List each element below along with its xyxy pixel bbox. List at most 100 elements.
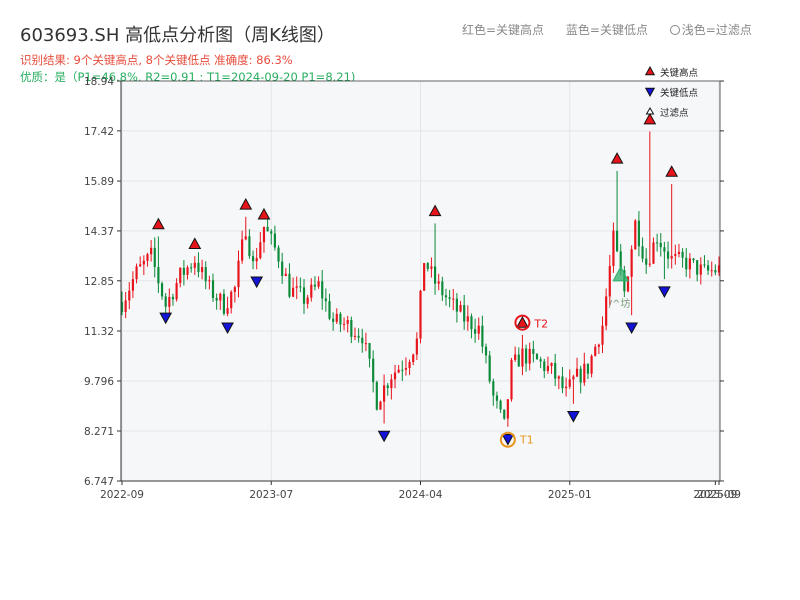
candle-body [714, 270, 717, 273]
candle-body [474, 329, 477, 334]
candle-body [372, 358, 375, 383]
candle-body [339, 313, 342, 325]
candle-body [248, 236, 251, 257]
candle-body [645, 258, 648, 265]
y-tick-label: 6.747 [84, 476, 114, 488]
key-low-marker [377, 430, 391, 443]
candle-body [619, 251, 622, 271]
key-high-marker [428, 204, 442, 217]
candle-body [717, 265, 721, 273]
candle-body [211, 280, 215, 298]
inline-label: /^坊 [609, 297, 631, 310]
candle-body [120, 302, 124, 312]
candle-body [524, 348, 528, 364]
candle-body [393, 372, 397, 380]
candle-body [557, 376, 560, 379]
candle-body [277, 247, 280, 262]
candle-body [164, 296, 167, 307]
candle-body [251, 256, 255, 262]
candle-body [219, 293, 222, 301]
candle-body [415, 338, 418, 355]
key-high-marker [152, 217, 165, 230]
candle-body [244, 236, 247, 240]
candle-body [484, 346, 488, 356]
candle-body [692, 258, 695, 261]
candle-body [292, 287, 295, 297]
candle-body [150, 247, 153, 255]
candle-body [572, 376, 575, 380]
candle-body [361, 337, 364, 344]
candle-body [390, 379, 393, 389]
x-tick-label-overlap: 2025-09 [693, 489, 737, 501]
candle-body [565, 386, 568, 389]
color-key-light-label: 浅色=过滤点 [681, 23, 752, 37]
candle-body [481, 325, 484, 347]
candle-body [605, 296, 608, 326]
candle-body [346, 320, 349, 324]
candle-body [335, 313, 338, 322]
candle-body [306, 297, 309, 304]
candle-body [670, 255, 673, 259]
candle-body [499, 400, 502, 410]
candle-body [514, 354, 517, 360]
candle-body [677, 251, 681, 254]
candle-body [685, 257, 688, 270]
y-tick-label: 17.42 [84, 126, 114, 138]
candle-body [426, 263, 429, 269]
candle-body [350, 320, 353, 337]
annotation-ring-t1 [499, 431, 516, 448]
candle-body [437, 281, 440, 284]
candle-body [710, 270, 713, 272]
circle-icon [669, 25, 680, 35]
y-tick-label: 15.89 [84, 176, 114, 188]
candle-body [186, 267, 189, 275]
point-markers: T2 T1 /^坊 [152, 112, 679, 448]
candle-body [543, 361, 546, 371]
quality-summary: 优质：是（P1=46.8%, R2=0.91 ; T1=2024-09-20 P… [20, 70, 356, 84]
candle-body [550, 363, 553, 366]
candle-body [608, 265, 611, 297]
candle-body [157, 266, 160, 284]
candle-body [466, 316, 469, 322]
y-tick-label: 18.94 [84, 76, 114, 88]
legend-low-icon [644, 87, 656, 98]
candle-body [139, 264, 142, 267]
candle-body [182, 267, 185, 275]
annotation-ring-t2 [514, 314, 531, 331]
color-key-red: 红色=关键高点 [462, 23, 545, 37]
candle-body [383, 385, 386, 402]
candle-body [295, 286, 298, 288]
candle-body [299, 286, 302, 288]
candle-body [554, 363, 557, 379]
candle-body [288, 273, 291, 297]
y-tick-label: 14.37 [84, 226, 114, 238]
key-low-marker [567, 411, 580, 423]
candle-body [495, 395, 499, 401]
candle-body [666, 251, 670, 259]
candle-body [124, 300, 127, 312]
candle-body [328, 301, 331, 319]
candle-body [477, 325, 480, 334]
candle-body [332, 318, 335, 322]
candle-body [597, 344, 600, 347]
candle-body [342, 323, 346, 325]
candle-body [528, 348, 531, 364]
candle-body [492, 381, 495, 396]
candle-body [386, 385, 389, 389]
key-high-marker [610, 152, 624, 164]
candle-body [532, 348, 535, 355]
candles [120, 131, 721, 427]
candle-body [510, 359, 513, 400]
candle-body [681, 251, 684, 258]
candle-body [706, 265, 710, 271]
y-tick-label: 8.271 [84, 426, 114, 438]
candle-body [659, 242, 662, 248]
legend-filtered-icon [645, 107, 655, 115]
annotation-label-t1: T1 [519, 434, 534, 447]
candle-body [503, 409, 506, 419]
color-key-light: 浅色=过滤点 [669, 23, 752, 37]
candle-body [517, 354, 520, 367]
candle-body [317, 281, 320, 287]
candle-body [197, 262, 200, 273]
candle-body [200, 267, 204, 273]
